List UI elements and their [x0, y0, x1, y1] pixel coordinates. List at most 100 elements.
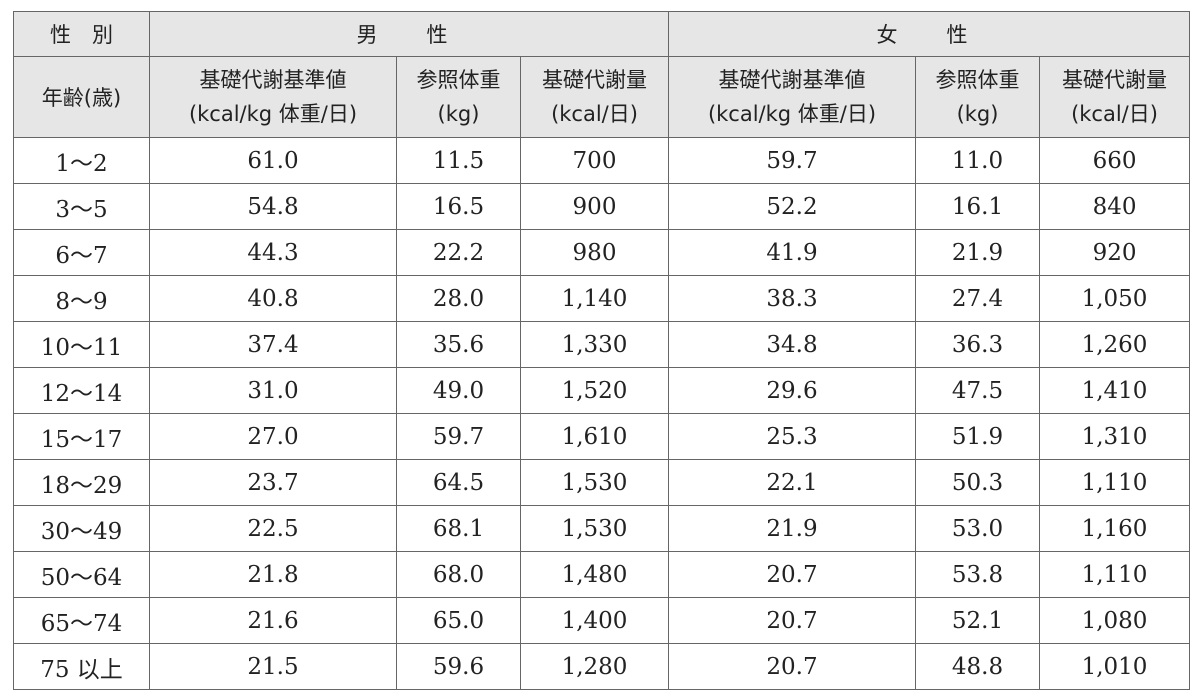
male-bmr-standard-cell: 27.0 [149, 413, 397, 460]
female-ref-weight-cell: 27.4 [915, 275, 1041, 322]
table-row: 1～2 61.0 11.5 700 59.7 11.0 660 [13, 137, 1191, 184]
male-ref-weight-cell: 49.0 [396, 367, 521, 414]
age-cell: 8～9 [13, 275, 150, 322]
male-bmr-standard-cell: 61.0 [149, 137, 397, 184]
age-cell: 1～2 [13, 137, 150, 184]
female-bmr-standard-cell: 41.9 [668, 229, 917, 276]
female-bmr-cell: 1,110 [1039, 551, 1191, 598]
male-bmr-cell: 1,400 [519, 597, 670, 644]
male-ref-weight-cell: 68.1 [396, 505, 521, 552]
female-bmr-standard-cell: 29.6 [668, 367, 917, 414]
female-ref-weight-cell: 36.3 [915, 321, 1041, 368]
male-bmr-standard-cell: 44.3 [149, 229, 397, 276]
female-bmr-cell: 1,080 [1039, 597, 1191, 644]
age-cell: 18～29 [13, 459, 150, 506]
col-header-male-bmr: 基礎代謝量 (kcal/日) [519, 56, 670, 138]
male-bmr-cell: 1,610 [519, 413, 670, 460]
female-ref-weight-cell: 21.9 [915, 229, 1041, 276]
female-bmr-standard-cell: 20.7 [668, 551, 917, 598]
table-row: 8～9 40.8 28.0 1,140 38.3 27.4 1,050 [13, 275, 1191, 322]
male-bmr-standard-cell: 21.8 [149, 551, 397, 598]
female-bmr-cell: 1,050 [1039, 275, 1191, 322]
male-bmr-cell: 1,280 [519, 643, 670, 690]
age-cell: 6～7 [13, 229, 150, 276]
female-bmr-cell: 920 [1039, 229, 1191, 276]
age-cell: 12～14 [13, 367, 150, 414]
male-bmr-cell: 1,140 [519, 275, 670, 322]
bmr-table: 性 別 男 性 女 性 年齢(歳) 基礎代謝基準値 (kcal/kg 体重/日) … [13, 11, 1191, 690]
male-ref-weight-cell: 64.5 [396, 459, 521, 506]
female-bmr-standard-cell: 34.8 [668, 321, 917, 368]
table-row: 75 以上 21.5 59.6 1,280 20.7 48.8 1,010 [13, 643, 1191, 690]
female-bmr-cell: 1,410 [1039, 367, 1191, 414]
male-bmr-standard-cell: 37.4 [149, 321, 397, 368]
male-ref-weight-cell: 11.5 [396, 137, 521, 184]
male-ref-weight-cell: 16.5 [396, 183, 521, 230]
age-header: 年齢(歳) [13, 56, 150, 138]
table-body: 1～2 61.0 11.5 700 59.7 11.0 660 3～5 54.8 16.5 900 5… [13, 137, 1191, 690]
female-bmr-cell: 1,110 [1039, 459, 1191, 506]
female-ref-weight-cell: 16.1 [915, 183, 1041, 230]
age-cell: 50～64 [13, 551, 150, 598]
female-bmr-standard-cell: 22.1 [668, 459, 917, 506]
female-ref-weight-cell: 51.9 [915, 413, 1041, 460]
male-bmr-standard-cell: 31.0 [149, 367, 397, 414]
male-bmr-cell: 980 [519, 229, 670, 276]
female-bmr-standard-cell: 20.7 [668, 597, 917, 644]
col-header-male-ref-weight: 参照体重 (kg) [396, 56, 521, 138]
table-row: 3～5 54.8 16.5 900 52.2 16.1 840 [13, 183, 1191, 230]
age-cell: 10～11 [13, 321, 150, 368]
age-cell: 75 以上 [13, 643, 150, 690]
female-ref-weight-cell: 53.0 [915, 505, 1041, 552]
male-ref-weight-cell: 68.0 [396, 551, 521, 598]
male-bmr-standard-cell: 23.7 [149, 459, 397, 506]
female-bmr-cell: 1,310 [1039, 413, 1191, 460]
age-cell: 15～17 [13, 413, 150, 460]
male-ref-weight-cell: 59.7 [396, 413, 521, 460]
male-bmr-cell: 1,530 [519, 459, 670, 506]
male-bmr-cell: 1,330 [519, 321, 670, 368]
table-header: 性 別 男 性 女 性 年齢(歳) 基礎代謝基準値 (kcal/kg 体重/日) … [13, 11, 1191, 138]
male-bmr-cell: 900 [519, 183, 670, 230]
male-ref-weight-cell: 28.0 [396, 275, 521, 322]
age-cell: 3～5 [13, 183, 150, 230]
female-bmr-standard-cell: 52.2 [668, 183, 917, 230]
male-bmr-standard-cell: 21.6 [149, 597, 397, 644]
male-bmr-standard-cell: 40.8 [149, 275, 397, 322]
male-header: 男 性 [148, 11, 670, 57]
male-bmr-standard-cell: 22.5 [149, 505, 397, 552]
female-bmr-cell: 1,010 [1039, 643, 1191, 690]
female-bmr-cell: 840 [1039, 183, 1191, 230]
sex-header: 性 別 [13, 11, 150, 57]
col-header-female-bmr: 基礎代謝量 (kcal/日) [1039, 56, 1191, 138]
male-ref-weight-cell: 35.6 [396, 321, 521, 368]
male-bmr-cell: 1,480 [519, 551, 670, 598]
female-ref-weight-cell: 50.3 [915, 459, 1041, 506]
table-row: 6～7 44.3 22.2 980 41.9 21.9 920 [13, 229, 1191, 276]
female-ref-weight-cell: 47.5 [915, 367, 1041, 414]
col-header-female-bmr-standard: 基礎代謝基準値 (kcal/kg 体重/日) [668, 56, 917, 138]
male-bmr-cell: 1,530 [519, 505, 670, 552]
female-bmr-standard-cell: 59.7 [668, 137, 917, 184]
male-ref-weight-cell: 59.6 [396, 643, 521, 690]
female-bmr-cell: 660 [1039, 137, 1191, 184]
col-header-female-ref-weight: 参照体重 (kg) [915, 56, 1041, 138]
male-bmr-cell: 700 [519, 137, 670, 184]
female-bmr-cell: 1,260 [1039, 321, 1191, 368]
female-bmr-cell: 1,160 [1039, 505, 1191, 552]
col-header-male-bmr-standard: 基礎代謝基準値 (kcal/kg 体重/日) [149, 56, 397, 138]
female-bmr-standard-cell: 25.3 [668, 413, 917, 460]
female-bmr-standard-cell: 20.7 [668, 643, 917, 690]
table-row: 10～11 37.4 35.6 1,330 34.8 36.3 1,260 [13, 321, 1191, 368]
table-row: 50～64 21.8 68.0 1,480 20.7 53.8 1,110 [13, 551, 1191, 598]
female-bmr-standard-cell: 21.9 [668, 505, 917, 552]
female-ref-weight-cell: 48.8 [915, 643, 1041, 690]
male-bmr-standard-cell: 21.5 [149, 643, 397, 690]
table-row: 15～17 27.0 59.7 1,610 25.3 51.9 1,310 [13, 413, 1191, 460]
age-cell: 65～74 [13, 597, 150, 644]
male-ref-weight-cell: 22.2 [396, 229, 521, 276]
table-row: 12～14 31.0 49.0 1,520 29.6 47.5 1,410 [13, 367, 1191, 414]
female-bmr-standard-cell: 38.3 [668, 275, 917, 322]
table-row: 18～29 23.7 64.5 1,530 22.1 50.3 1,110 [13, 459, 1191, 506]
table-row: 65～74 21.6 65.0 1,400 20.7 52.1 1,080 [13, 597, 1191, 644]
